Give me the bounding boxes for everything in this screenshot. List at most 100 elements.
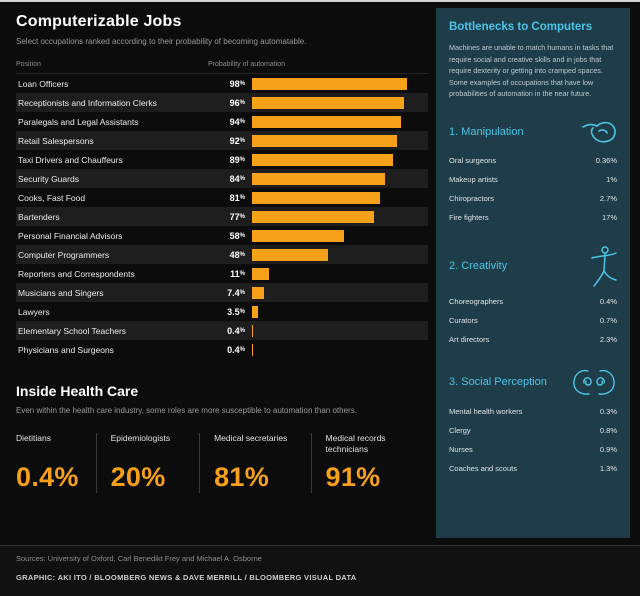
footer-band <box>0 545 640 596</box>
health-care-section: Inside Health Care Even within the healt… <box>16 383 428 493</box>
job-bar <box>252 229 344 242</box>
occupation-label: Chiropractors <box>449 193 495 203</box>
job-name: Lawyers <box>18 306 50 317</box>
sidebar-section-heading: 3. Social Perception <box>449 375 547 388</box>
sidebar-sections: 1. Manipulation Oral surgeons 0.36% Makeup … <box>449 118 617 478</box>
graphic-credit: GRAPHIC: AKI ITO / BLOOMBERG NEWS & DAVE… <box>16 573 357 582</box>
job-name: Computer Programmers <box>18 249 110 260</box>
job-row: Computer Programmers 48% <box>16 245 428 264</box>
occupation-value: 0.3% <box>599 406 617 416</box>
occupation-value: 1% <box>606 174 617 184</box>
job-bar-track <box>252 324 428 337</box>
health-section-subtitle: Even within the health care industry, so… <box>16 406 357 415</box>
occupation-row: Choreographers 0.4% <box>449 292 617 311</box>
job-name: Physicians and Surgeons <box>18 344 114 355</box>
job-row: Cooks, Fast Food 81% <box>16 188 428 207</box>
job-name: Musicians and Singers <box>18 287 104 298</box>
job-name: Taxi Drivers and Chauffeurs <box>18 154 123 165</box>
occupation-label: Art directors <box>449 334 490 344</box>
job-bar <box>252 286 264 299</box>
job-name: Reporters and Correspondents <box>18 268 135 279</box>
health-stat: Dietitians 0.4% <box>16 433 96 493</box>
job-value: 11% <box>230 268 245 279</box>
job-bar <box>252 153 393 166</box>
job-value: 0.4% <box>227 344 245 355</box>
sidebar-section-heading-row: 1. Manipulation <box>449 118 617 146</box>
sources-text: Sources: University of Oxford, Carl Bene… <box>16 554 262 563</box>
occupation-value: 1.3% <box>599 463 617 473</box>
job-row: Bartenders 77% <box>16 207 428 226</box>
job-value: 98% <box>229 78 245 89</box>
health-stat: Medical records technicians 91% <box>310 433 428 493</box>
hand-icon <box>581 119 617 145</box>
job-bar-track <box>252 191 428 204</box>
job-bar-track <box>252 343 428 356</box>
job-bar <box>252 210 374 223</box>
occupation-value: 0.36% <box>595 155 617 165</box>
job-row: Physicians and Surgeons 0.4% <box>16 340 428 359</box>
job-bar <box>252 96 404 109</box>
sidebar-section-heading-row: 2. Creativity <box>449 245 617 287</box>
occupation-label: Clergy <box>449 425 471 435</box>
job-value: 3.5% <box>227 306 245 317</box>
bottlenecks-title: Bottlenecks to Computers <box>449 21 593 33</box>
job-row: Retail Salespersons 92% <box>16 131 428 150</box>
job-value: 96% <box>229 97 245 108</box>
job-row: Paralegals and Legal Assistants 94% <box>16 112 428 131</box>
job-bar <box>252 77 407 90</box>
job-bar <box>252 172 385 185</box>
dancer-icon <box>591 245 617 287</box>
job-row: Personal Financial Advisors 58% <box>16 226 428 245</box>
occupation-row: Chiropractors 2.7% <box>449 189 617 208</box>
job-bar-track <box>252 286 428 299</box>
sidebar-section: 3. Social Perception Mental health worker… <box>449 367 617 478</box>
occupation-row: Nurses 0.9% <box>449 440 617 459</box>
sidebar-section-heading-row: 3. Social Perception <box>449 367 617 397</box>
health-section-title: Inside Health Care <box>16 383 139 399</box>
page-subtitle: Select occupations ranked according to t… <box>16 37 307 46</box>
health-stat-label: Dietitians <box>16 433 51 443</box>
job-bar-track <box>252 305 428 318</box>
job-name: Security Guards <box>18 173 79 184</box>
job-row: Reporters and Correspondents 11% <box>16 264 428 283</box>
health-stat-value: 91% <box>325 462 381 492</box>
job-bar <box>252 248 328 261</box>
jobs-bar-chart: Position Probability of automation Loan … <box>16 61 428 359</box>
occupation-row: Coaches and scouts 1.3% <box>449 459 617 478</box>
sidebar-section-list: Mental health workers 0.3% Clergy 0.8% Nurse… <box>449 402 617 478</box>
health-stat: Epidemiologists 20% <box>95 433 200 493</box>
health-stat-label: Epidemiologists <box>110 433 171 443</box>
job-row: Elementary School Teachers 0.4% <box>16 321 428 340</box>
job-value: 77% <box>229 211 245 222</box>
health-stats: Dietitians 0.4% Epidemiologists 20% Medical … <box>16 433 428 493</box>
health-stat-label: Medical records technicians <box>325 433 386 455</box>
job-bar <box>252 267 270 280</box>
health-stat: Medical secretaries 81% <box>199 433 310 493</box>
occupation-value: 2.3% <box>599 334 617 344</box>
occupation-label: Nurses <box>449 444 473 454</box>
occupation-label: Curators <box>449 315 478 325</box>
job-value: 94% <box>229 116 245 127</box>
job-row: Musicians and Singers 7.4% <box>16 283 428 302</box>
job-name: Personal Financial Advisors <box>18 230 123 241</box>
job-bar-track <box>252 210 428 223</box>
job-row: Taxi Drivers and Chauffeurs 89% <box>16 150 428 169</box>
column-header-probability: Probability of automation <box>208 61 286 68</box>
job-bar <box>252 134 398 147</box>
job-row: Loan Officers 98% <box>16 74 428 93</box>
job-bar-track <box>252 153 428 166</box>
health-stat-label: Medical secretaries <box>214 433 288 443</box>
job-bar-track <box>252 134 428 147</box>
job-value: 92% <box>229 135 245 146</box>
job-value: 48% <box>229 249 245 260</box>
health-stat-value: 81% <box>214 462 270 492</box>
occupation-row: Mental health workers 0.3% <box>449 402 617 421</box>
job-bar <box>252 324 253 337</box>
occupation-row: Oral surgeons 0.36% <box>449 151 617 170</box>
job-bar <box>252 305 258 318</box>
jobs-table-header: Position Probability of automation <box>16 61 428 74</box>
page-title: Computerizable Jobs <box>16 13 182 30</box>
job-row: Lawyers 3.5% <box>16 302 428 321</box>
sidebar-section: 1. Manipulation Oral surgeons 0.36% Makeup … <box>449 118 617 227</box>
occupation-value: 0.7% <box>599 315 617 325</box>
